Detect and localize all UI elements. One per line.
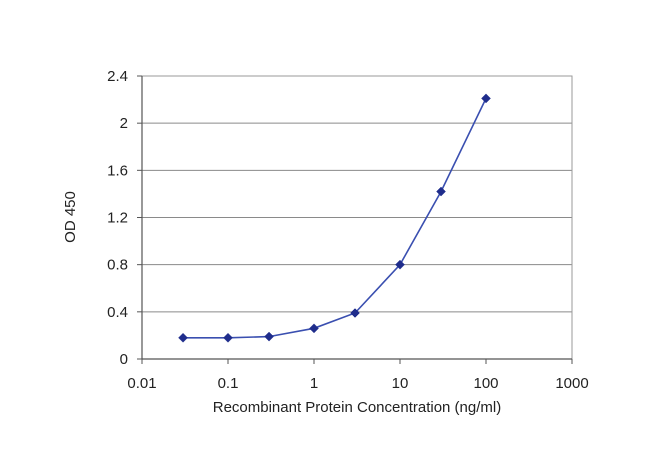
y-tick-label: 1.6: [107, 162, 128, 179]
y-tick-label: 1.2: [107, 210, 128, 227]
x-tick-label: 1000: [555, 375, 588, 392]
y-tick-label: 0: [120, 351, 128, 368]
x-tick-label: 1: [310, 375, 318, 392]
grid-lines: [142, 75, 572, 313]
data-point: [395, 259, 405, 270]
data-point: [481, 93, 491, 104]
y-tick-label: 0.4: [107, 304, 128, 321]
data-point: [178, 332, 188, 343]
data-point: [309, 323, 319, 334]
x-tick-label: 100: [473, 375, 498, 392]
data-point: [436, 186, 446, 197]
x-tick-label: 0.1: [218, 375, 239, 392]
y-tick-label: 2: [120, 115, 128, 132]
series-line: [183, 98, 487, 339]
x-tick-label: 0.01: [127, 375, 156, 392]
series: [178, 93, 491, 343]
y-tick-label: 2.4: [107, 68, 128, 85]
x-tick-label: 10: [392, 375, 409, 392]
y-tick-label: 0.8: [107, 257, 128, 274]
y-axis-title: OD 450: [62, 191, 79, 243]
axes: [137, 75, 573, 364]
data-point: [350, 308, 360, 318]
tick-labels: 0 0.4 0.8 1.2 1.6 2 2.4 0.01 0.1 1 10 100 1000: [107, 68, 589, 392]
x-axis-title: Recombinant Protein Concentration (ng/ml…: [213, 399, 501, 416]
data-point: [264, 331, 274, 342]
data-point: [223, 332, 233, 343]
